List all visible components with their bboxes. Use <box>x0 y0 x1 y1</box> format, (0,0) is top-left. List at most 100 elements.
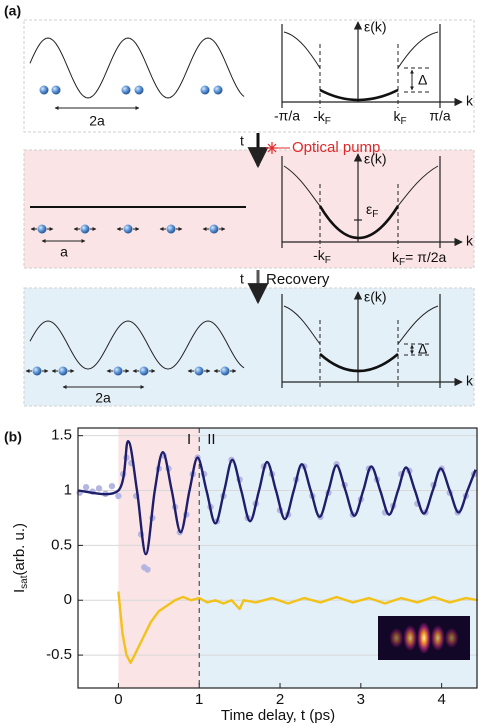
panel-label: (b) <box>4 429 22 445</box>
band <box>283 165 321 207</box>
y-tick-label: 1.5 <box>51 427 72 444</box>
atom <box>51 85 61 95</box>
y-tick-label: 0.5 <box>51 536 72 553</box>
k-tick-sub: F <box>399 257 405 268</box>
y-tick-label: -0.5 <box>46 646 72 663</box>
spacing-label: a <box>60 244 68 260</box>
plot-frame <box>77 427 478 689</box>
k-tick-sub: F <box>325 116 331 127</box>
y-tick-label: 0 <box>64 591 72 608</box>
atom <box>166 224 176 234</box>
box <box>23 19 475 133</box>
k-tick: -kF <box>313 247 331 266</box>
inset-spot <box>417 622 431 654</box>
fermi-label: εF <box>366 201 378 220</box>
gap-label: Δ <box>418 341 427 357</box>
atom <box>194 366 204 376</box>
band <box>318 205 400 240</box>
inset-spot <box>389 628 404 648</box>
data-point <box>108 482 116 490</box>
gap-label: Δ <box>418 72 427 88</box>
atom <box>139 366 149 376</box>
k-tick: π/a <box>429 108 451 124</box>
k-tick: k <box>392 249 400 265</box>
x-tick-label: 1 <box>195 691 203 708</box>
pump-label: Optical pump <box>292 139 380 156</box>
band <box>319 88 399 102</box>
atom <box>213 85 223 95</box>
band <box>397 31 439 69</box>
spacing-label: 2a <box>89 113 105 129</box>
k-tick-sub: F <box>400 116 406 127</box>
band <box>319 353 399 373</box>
x-tick-label: 3 <box>357 691 365 708</box>
atom <box>39 85 49 95</box>
box <box>23 287 475 407</box>
atoms <box>25 366 237 376</box>
data-point <box>144 566 151 573</box>
fermi-sub: F <box>372 209 378 220</box>
series-line <box>77 439 477 556</box>
atom <box>32 366 42 376</box>
atom <box>134 85 144 95</box>
y-axis-label-sub: sat <box>19 575 30 589</box>
k-tick: -kF <box>313 108 331 127</box>
energy-label: ε(k) <box>364 151 387 167</box>
atom <box>220 366 230 376</box>
x-tick-label: 4 <box>437 691 445 708</box>
inset-spot <box>403 625 418 651</box>
k-label: k <box>466 93 474 109</box>
k-tick: -k <box>313 108 326 124</box>
box <box>23 149 475 269</box>
atom <box>37 224 47 234</box>
panel-label: (a) <box>4 3 21 19</box>
atoms <box>39 85 223 95</box>
atom <box>58 366 68 376</box>
pump-star <box>266 142 278 154</box>
k-tick: k <box>393 108 401 124</box>
k-label: k <box>466 373 474 389</box>
time-label: t <box>240 133 244 149</box>
atom <box>80 224 90 234</box>
energy-label: ε(k) <box>364 289 387 305</box>
k-tick: kF= π/2a <box>392 249 447 268</box>
y-axis-label: Isat(arb. u.) <box>11 523 30 593</box>
plot: -0.500.511.50 1 2 3 4I II <box>46 427 478 708</box>
x-tick-label: 0 <box>114 691 122 708</box>
lattice-wave <box>29 37 245 99</box>
data-point <box>115 492 122 500</box>
x-tick-label: 2 <box>276 691 284 708</box>
atom <box>121 85 131 95</box>
k-tick: = π/2a <box>405 249 446 265</box>
spacing-label: 2a <box>95 390 111 406</box>
region-label: II <box>207 431 215 448</box>
atom <box>209 224 219 234</box>
y-axis-label: I <box>11 589 28 593</box>
region-label: I <box>187 431 191 448</box>
k-tick: kF <box>393 108 406 127</box>
inset-spot <box>444 628 459 648</box>
lattice-wave <box>29 320 245 370</box>
k-tick-sub: F <box>325 255 331 266</box>
k-label: k <box>466 233 474 249</box>
series-line <box>117 591 478 664</box>
y-tick-label: 1 <box>64 482 72 499</box>
fermi-label: ε <box>366 201 372 217</box>
atom <box>123 224 133 234</box>
k-tick: -k <box>313 247 326 263</box>
inset-spot <box>430 625 445 651</box>
y-axis-label: (arb. u.) <box>11 523 28 576</box>
x-axis-label: Time delay, t (ps) <box>221 707 335 724</box>
atom <box>200 85 210 95</box>
atom <box>113 366 123 376</box>
atoms <box>30 224 226 234</box>
band <box>397 305 439 345</box>
k-tick: -π/a <box>274 108 300 124</box>
band <box>397 165 439 207</box>
time-label: t <box>240 271 244 287</box>
data-point <box>95 485 103 492</box>
recovery-label: Recovery <box>266 271 330 288</box>
data-point <box>82 484 90 491</box>
